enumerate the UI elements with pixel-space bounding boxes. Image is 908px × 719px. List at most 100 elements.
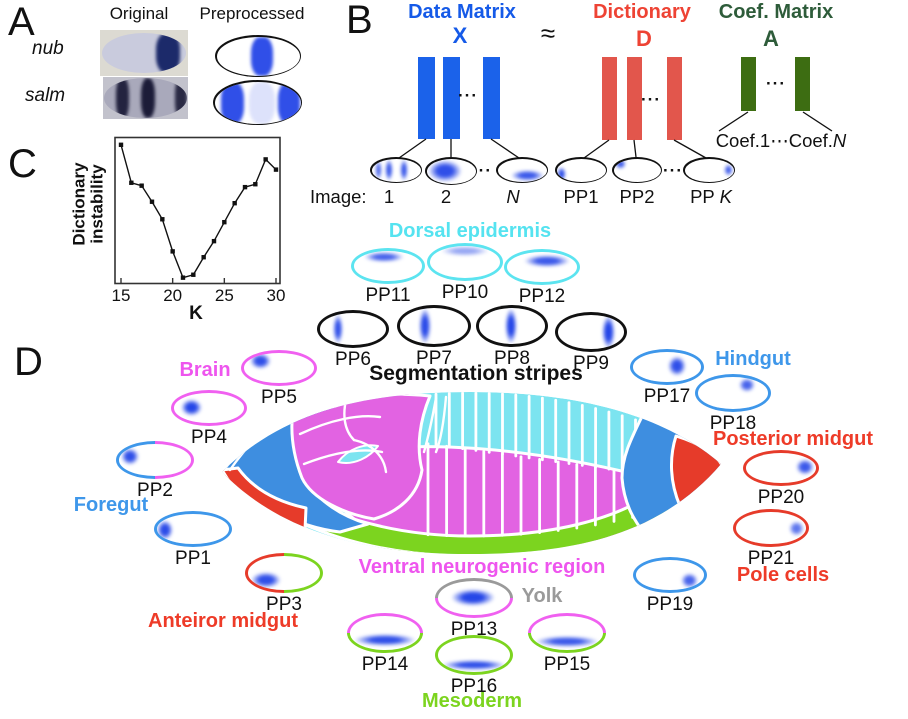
expression-blob — [385, 158, 394, 182]
dictionary-bar-3 — [667, 57, 682, 140]
nub-original-photo — [100, 30, 188, 76]
expression-blob — [738, 378, 756, 392]
expression-blob — [121, 447, 139, 466]
data-matrix-bar-1 — [418, 57, 435, 139]
pp-label-PP14: PP14 — [361, 654, 409, 675]
expression-blob — [668, 356, 686, 376]
pp-ellipse-PP5 — [241, 350, 317, 386]
pp-label-PP17: PP17 — [643, 386, 691, 407]
gene-label-nub: nub — [32, 38, 64, 59]
coef-ellipsis: ··· — [766, 74, 786, 93]
pp-label-PP4: PP4 — [191, 427, 227, 448]
pp-ellipse-pp2 — [612, 157, 662, 183]
region-label-segmentation-stripes: Segmentation stripes — [369, 362, 583, 385]
pp-ellipse-image-N — [496, 157, 548, 183]
pp-ellipse-PP6 — [317, 310, 389, 348]
expression-blob — [601, 315, 615, 349]
expression-blob — [375, 159, 383, 181]
pp-label-PP3: PP3 — [266, 594, 302, 615]
pp-row-ellipsis: ··· — [663, 161, 683, 180]
svg-text:15: 15 — [112, 286, 131, 305]
matrix-a-symbol: A — [763, 26, 779, 51]
expression-blob — [442, 659, 506, 670]
expression-blob — [535, 635, 599, 647]
image-2-label: 2 — [440, 186, 452, 207]
nub-preprocessed-ellipse — [215, 35, 301, 77]
expression-blob — [505, 308, 518, 344]
pp-label-PP16: PP16 — [450, 676, 498, 697]
region-label-brain: Brain — [179, 359, 231, 381]
dictionary-bar-1 — [602, 57, 617, 140]
pp-label-PP11: PP11 — [365, 285, 411, 306]
pp-label-PP2: PP2 — [137, 480, 173, 501]
pp-ellipse-PP12 — [504, 249, 580, 285]
expression-blob — [419, 308, 431, 344]
pp-ellipse-image-2 — [425, 157, 477, 185]
data-matrix-ellipsis: ··· — [458, 86, 478, 105]
expression-blob — [615, 158, 626, 170]
dictionary-ellipsis: ··· — [641, 90, 661, 109]
expression-blob — [556, 167, 567, 181]
coef-bar-2 — [795, 57, 810, 111]
pp2-label: PP2 — [619, 186, 655, 207]
image-N-label: N — [506, 186, 520, 207]
pp-label-PP13: PP13 — [450, 619, 498, 640]
pp-ellipse-PP15 — [528, 613, 606, 653]
image-1-label: 1 — [383, 186, 395, 207]
pp-ellipse-PP1 — [154, 511, 232, 547]
pp-ellipse-PP19 — [633, 557, 707, 593]
region-label-mesoderm: Mesoderm — [421, 690, 523, 712]
column-header-preprocessed: Preprocessed — [199, 4, 305, 23]
pp-label-PP8: PP8 — [494, 348, 530, 369]
pp-ellipse-PP17 — [630, 349, 704, 385]
expression-blob — [451, 589, 496, 607]
salm-original-photo — [103, 77, 188, 119]
salm-preprocessed-ellipse — [213, 80, 302, 125]
pp1-label: PP1 — [563, 186, 599, 207]
data-matrix-title: Data Matrix — [408, 1, 516, 23]
expression-blob — [796, 458, 815, 476]
pp-ellipse-PP14 — [347, 613, 423, 653]
expression-blob — [523, 254, 570, 267]
pp-label-PP9: PP9 — [573, 353, 609, 374]
image-row-ellipsis: ··· — [472, 161, 492, 180]
coef-bar-1 — [741, 57, 756, 111]
region-label-dorsal-epidermis: Dorsal epidermis — [388, 220, 552, 242]
expression-blob — [181, 399, 203, 417]
pp-ellipse-PP4 — [171, 390, 247, 426]
panel-a-label: A — [8, 0, 35, 44]
pp-ellipse-pp1 — [555, 157, 607, 183]
ppK-label: PP K — [690, 186, 732, 207]
expression-blob — [333, 313, 344, 345]
pp-label-PP21: PP21 — [747, 548, 795, 569]
approx-symbol: ≈ — [540, 18, 556, 48]
pp-ellipse-image-1 — [370, 157, 422, 183]
expression-blob — [157, 519, 173, 540]
pp-ellipse-PP3 — [245, 553, 323, 593]
pp-label-PP15: PP15 — [543, 654, 591, 675]
expression-blob — [399, 158, 409, 182]
column-header-original: Original — [109, 4, 169, 23]
region-label-ventral-neurogenic-region: Ventral neurogenic region — [358, 556, 606, 578]
matrix-d-symbol: D — [636, 26, 652, 51]
region-label-posterior-midgut: Posterior midgut — [712, 428, 874, 450]
expression-blob — [789, 521, 805, 536]
pp-ellipse-PP21 — [733, 509, 809, 547]
pp-label-PP1: PP1 — [175, 548, 211, 569]
pp-label-PP6: PP6 — [335, 349, 371, 370]
expression-blob — [354, 634, 416, 647]
gene-label-salm: salm — [25, 85, 66, 106]
pp-label-PP20: PP20 — [757, 487, 805, 508]
expression-blob — [249, 353, 271, 369]
expression-blob — [680, 572, 699, 589]
panel-b-label: B — [346, 0, 373, 42]
pp-ellipse-PP18 — [695, 374, 771, 412]
expression-blob — [428, 160, 462, 182]
pp-label-PP5: PP5 — [261, 387, 297, 408]
pp-ellipse-PP10 — [427, 243, 503, 281]
coef-matrix-title: Coef. Matrix — [718, 1, 834, 23]
pp-label-PP7: PP7 — [416, 348, 452, 369]
svg-text:K: K — [189, 303, 203, 324]
